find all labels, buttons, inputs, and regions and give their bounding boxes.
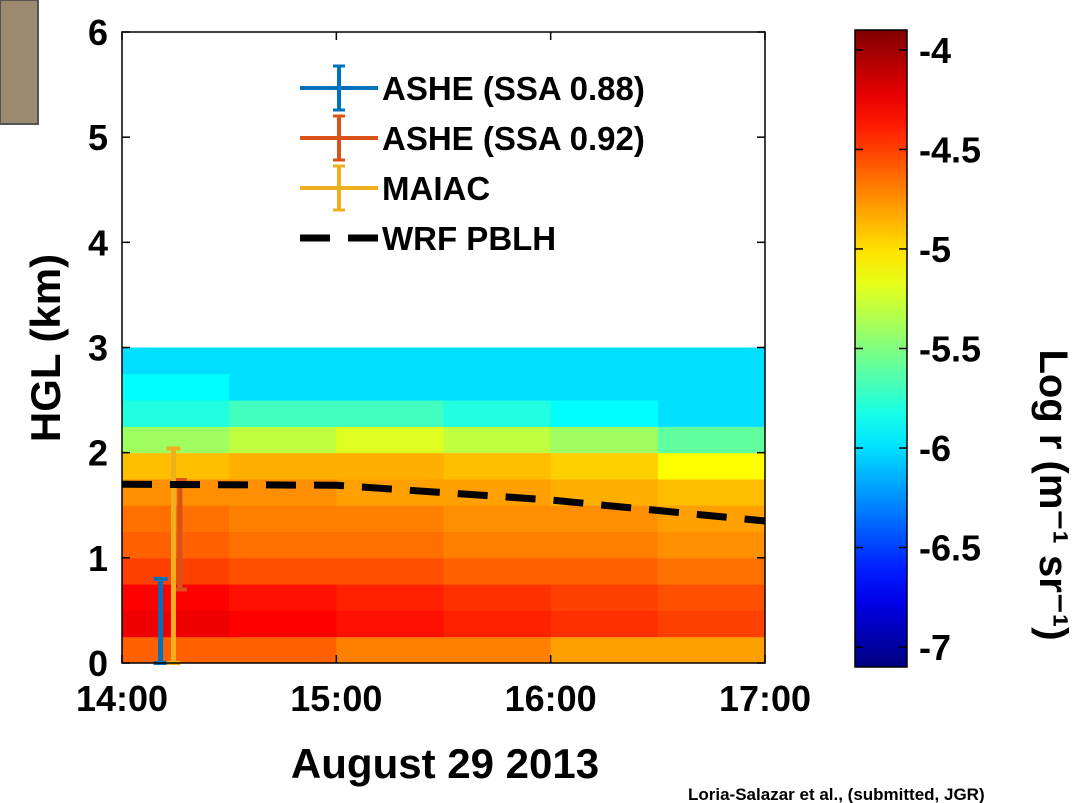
legend-label: MAIAC bbox=[382, 170, 490, 207]
heatmap-cell bbox=[657, 610, 766, 638]
pblh-line bbox=[121, 480, 766, 525]
heatmap-cell bbox=[657, 557, 766, 585]
heatmap-cell bbox=[229, 373, 337, 401]
heatmap-cell bbox=[443, 400, 552, 427]
heatmap-cell bbox=[550, 636, 659, 664]
y-axis-label: HGL (km) bbox=[22, 254, 69, 442]
heatmap-cell bbox=[443, 452, 552, 480]
heatmap-cell bbox=[336, 610, 444, 638]
heatmap-cell bbox=[657, 452, 766, 480]
plot-area bbox=[121, 347, 766, 665]
heatmap-cell bbox=[657, 426, 766, 454]
heatmap-cell bbox=[229, 426, 337, 454]
heatmap-cell bbox=[229, 400, 337, 427]
heatmap-cell bbox=[122, 347, 230, 375]
heatmap-cell bbox=[229, 531, 337, 559]
colorbar-tick-label: -5.5 bbox=[919, 329, 981, 370]
y-tick-label: 4 bbox=[88, 222, 108, 263]
heatmap-cell bbox=[443, 531, 552, 559]
x-tick-label: 14:00 bbox=[76, 678, 168, 719]
heatmap-cell bbox=[443, 584, 552, 611]
heatmap-cell bbox=[657, 400, 766, 427]
legend-entry: WRF PBLH bbox=[300, 220, 556, 257]
y-tick-label: 1 bbox=[88, 538, 108, 579]
heatmap-cell bbox=[229, 610, 337, 638]
colorbar-tick-label: -7 bbox=[919, 627, 951, 668]
heatmap-cell bbox=[122, 400, 230, 427]
heatmap-cell bbox=[336, 557, 444, 585]
heatmap-cell bbox=[336, 426, 444, 454]
heatmap-cell bbox=[657, 531, 766, 559]
y-tick-label: 6 bbox=[88, 12, 108, 53]
legend-label: WRF PBLH bbox=[382, 220, 556, 257]
heatmap-cell bbox=[657, 373, 766, 401]
heatmap-cell bbox=[550, 373, 659, 401]
colorbar-tick-label: -6.5 bbox=[919, 528, 981, 569]
y-tick-label: 0 bbox=[88, 643, 108, 684]
heatmap-cell bbox=[336, 505, 444, 533]
y-tick-label: 3 bbox=[88, 328, 108, 369]
heatmap-cell bbox=[443, 610, 552, 638]
x-tick-label: 17:00 bbox=[719, 678, 811, 719]
colorbar-tick-label: -4 bbox=[919, 30, 951, 71]
heatmap-cell bbox=[443, 373, 552, 401]
legend-label: ASHE (SSA 0.92) bbox=[382, 120, 645, 157]
heatmap-cell bbox=[443, 557, 552, 585]
x-tick-label: 15:00 bbox=[290, 678, 382, 719]
heatmap-cell bbox=[336, 347, 444, 375]
heatmap-cell bbox=[550, 584, 659, 611]
colorbar bbox=[854, 29, 908, 668]
credit: Loria-Salazar et al., (submitted, JGR) bbox=[688, 785, 985, 803]
heatmap-cell bbox=[336, 373, 444, 401]
heatmap-cell bbox=[550, 400, 659, 427]
heatmap-cell bbox=[336, 584, 444, 611]
heatmap-cell bbox=[229, 452, 337, 480]
heatmap-cell bbox=[443, 347, 552, 375]
heatmap-cell bbox=[229, 557, 337, 585]
heatmap-cell bbox=[657, 636, 766, 664]
heatmap-cell bbox=[336, 531, 444, 559]
heatmap-cell bbox=[657, 584, 766, 611]
heatmap-cell bbox=[657, 478, 766, 506]
photo-corner bbox=[0, 0, 39, 125]
heatmap-cell bbox=[229, 347, 337, 375]
legend-entry: MAIAC bbox=[300, 164, 490, 212]
heatmap-cell bbox=[336, 452, 444, 480]
heatmap-cell bbox=[550, 610, 659, 638]
heatmap-cell bbox=[550, 557, 659, 585]
heatmap-cell bbox=[229, 636, 337, 664]
heatmap-cell bbox=[336, 400, 444, 427]
y-tick-label: 5 bbox=[88, 117, 108, 158]
heatmap-cell bbox=[443, 505, 552, 533]
x-tick-label: 16:00 bbox=[505, 678, 597, 719]
heatmap-cell bbox=[550, 347, 659, 375]
heatmap-cell bbox=[336, 636, 444, 664]
heatmap-cell bbox=[443, 636, 552, 664]
x-axis-label: August 29 2013 bbox=[291, 740, 599, 787]
y-tick-label: 2 bbox=[88, 433, 108, 474]
heatmap-cell bbox=[229, 584, 337, 611]
colorbar-tick-label: -6 bbox=[919, 428, 951, 469]
heatmap-cell bbox=[550, 452, 659, 480]
heatmap-cell bbox=[550, 505, 659, 533]
colorbar-label: Log r (m⁻¹ sr⁻¹) bbox=[1031, 349, 1075, 640]
colorbar-tick-label: -4.5 bbox=[919, 129, 981, 170]
colorbar-tick-label: -5 bbox=[919, 229, 951, 270]
heatmap-cell bbox=[550, 531, 659, 559]
legend-entry: ASHE (SSA 0.92) bbox=[300, 114, 645, 162]
heatmap-cell bbox=[443, 426, 552, 454]
legend-entry: ASHE (SSA 0.88) bbox=[300, 64, 645, 112]
heatmap-cell bbox=[657, 347, 766, 375]
heatmap-cell bbox=[550, 426, 659, 454]
heatmap-cell bbox=[122, 373, 230, 401]
legend-label: ASHE (SSA 0.88) bbox=[382, 70, 645, 107]
heatmap-cell bbox=[229, 505, 337, 533]
